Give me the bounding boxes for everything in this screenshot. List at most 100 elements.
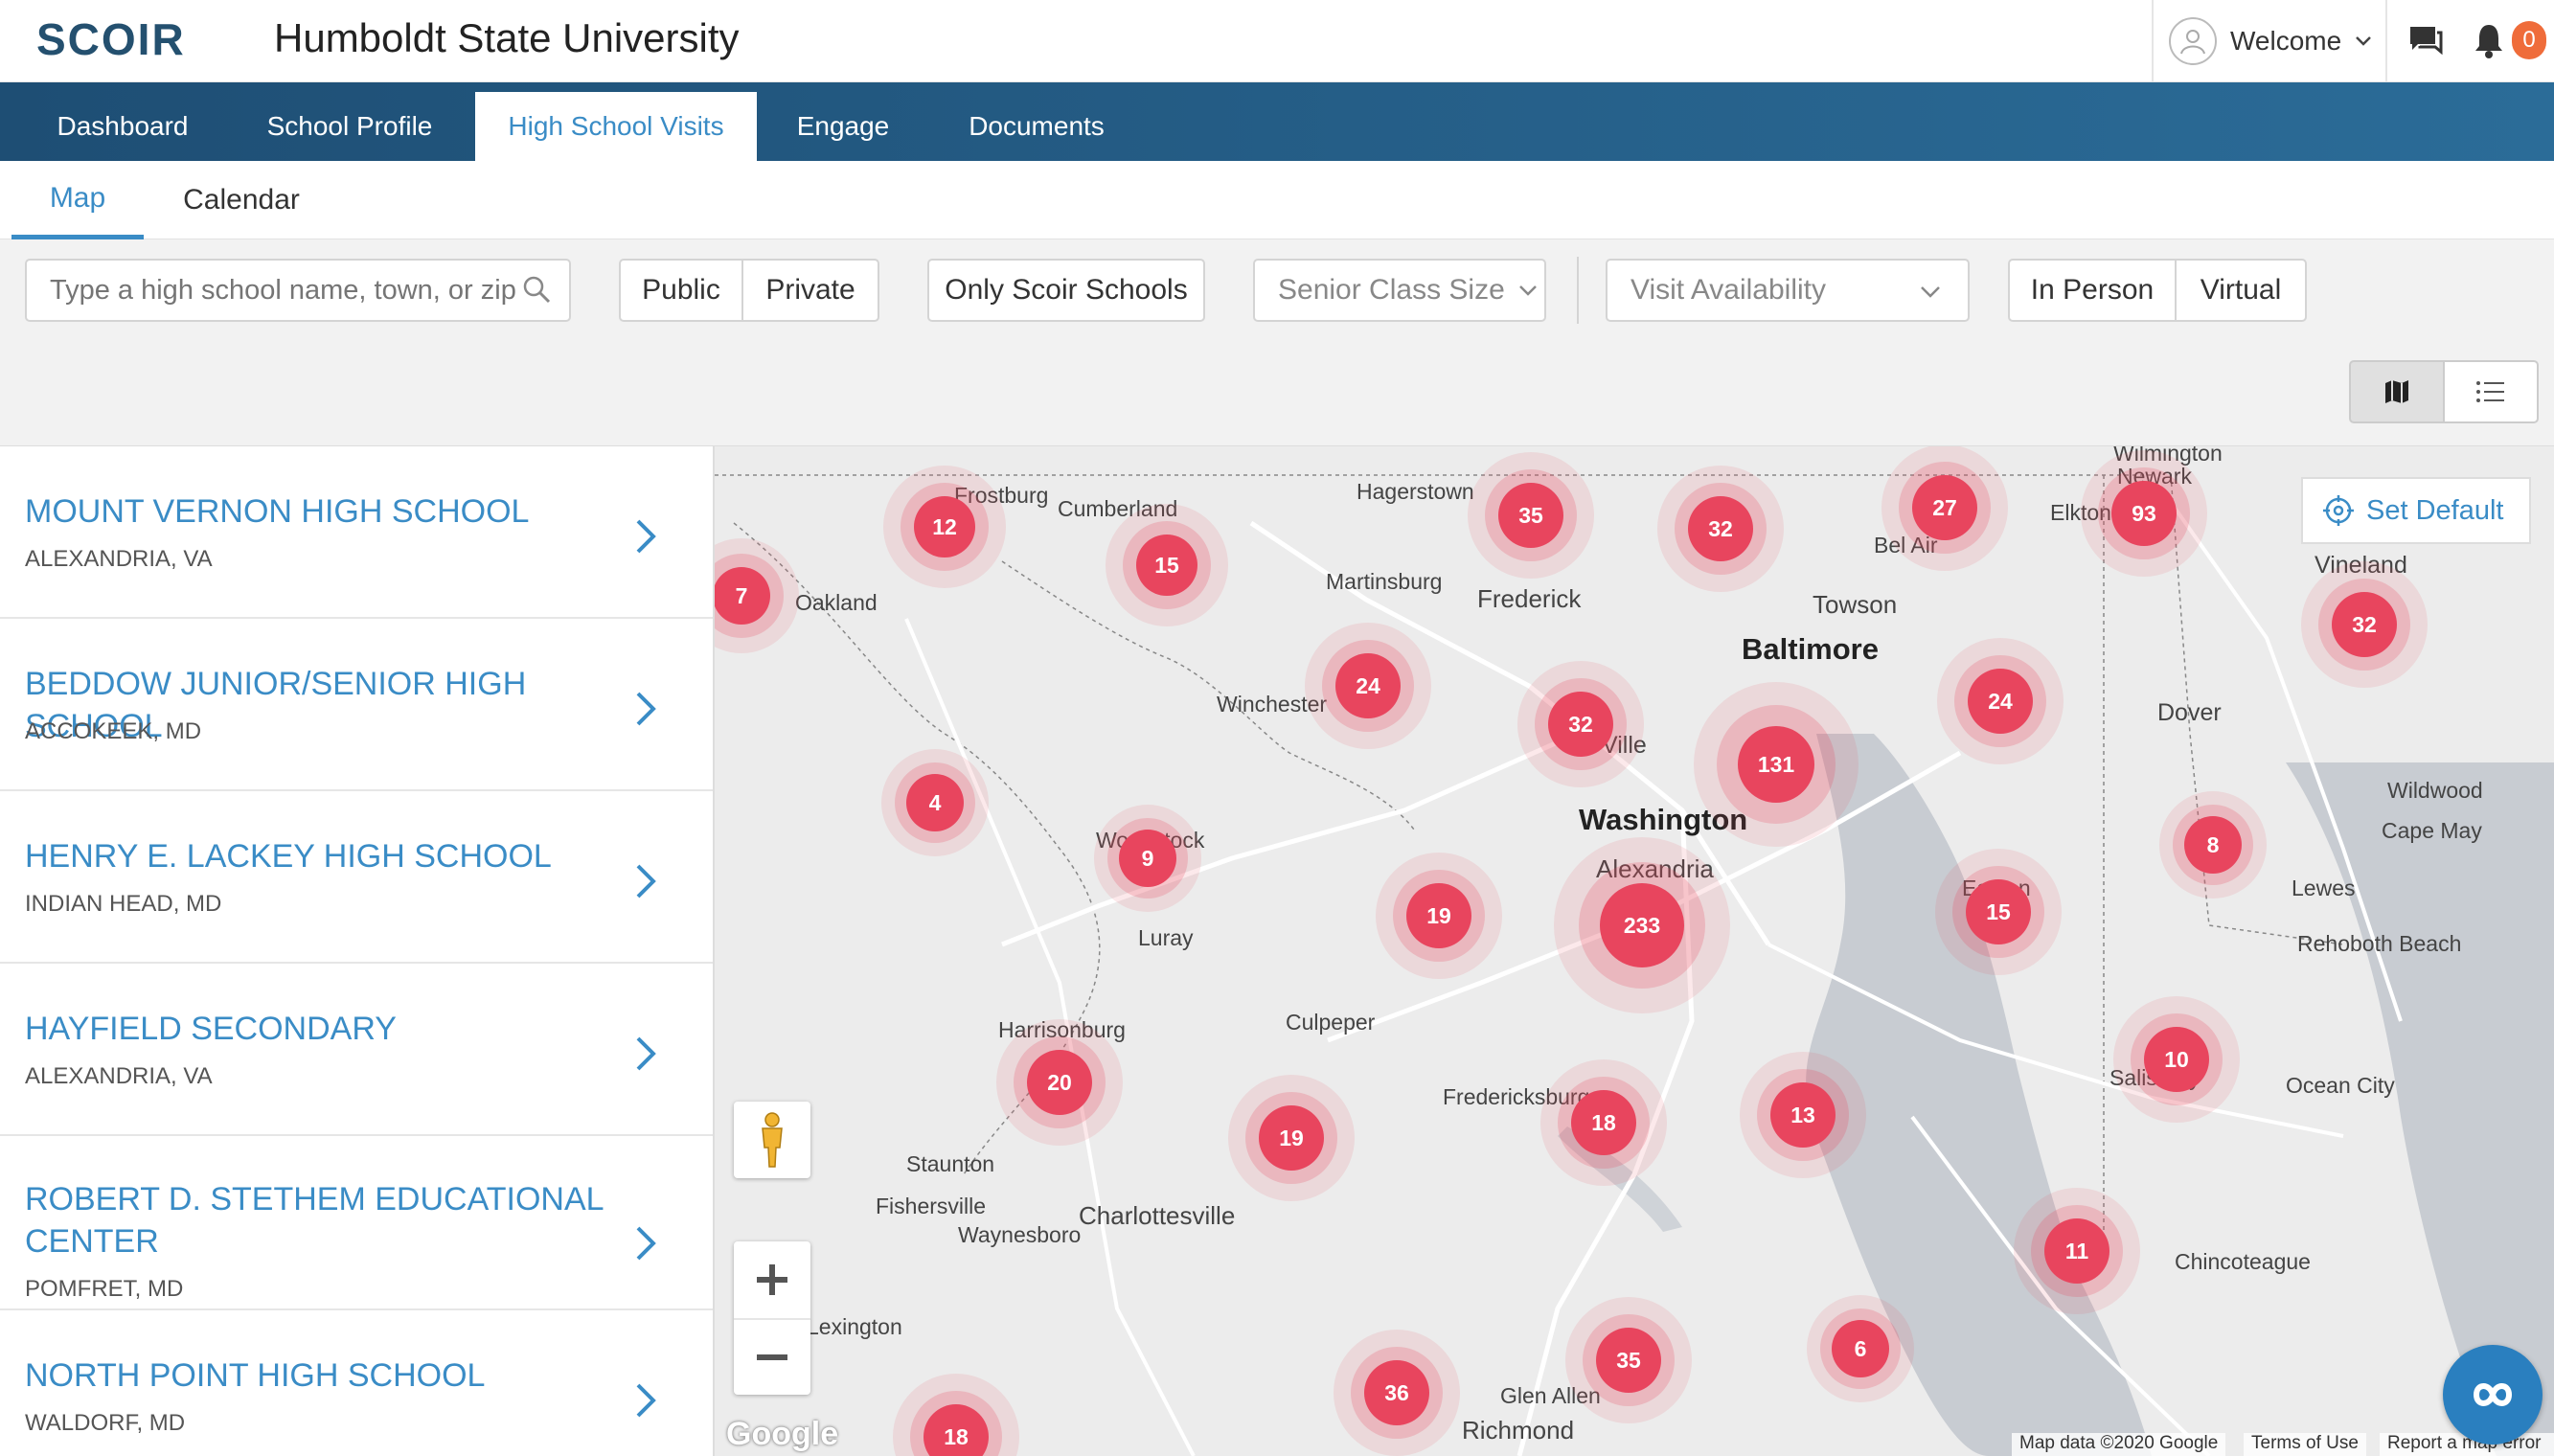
visit-availability-label: Visit Availability (1630, 274, 1826, 306)
cluster-count: 233 (1600, 883, 1684, 967)
city-label: Dover (2157, 699, 2222, 726)
cluster-count: 35 (1596, 1328, 1661, 1393)
city-label: Oakland (795, 590, 878, 615)
city-label: Wilmington (2113, 446, 2223, 466)
map-view-toggle[interactable] (2349, 360, 2445, 423)
header-divider (2385, 0, 2387, 82)
set-default-button[interactable]: Set Default (2301, 477, 2531, 544)
city-label: Frostburg (954, 483, 1049, 508)
school-name[interactable]: ROBERT D. STETHEM EDUCATIONAL CENTER (25, 1181, 604, 1260)
school-location: ACCOKEEK, MD (25, 718, 202, 744)
cluster-count: 7 (715, 567, 770, 625)
chat-widget-button[interactable] (2443, 1345, 2543, 1445)
cluster-count: 12 (914, 496, 975, 557)
zoom-in-button[interactable] (734, 1241, 810, 1318)
city-label: Bel Air (1874, 533, 1938, 557)
search-icon[interactable] (521, 274, 552, 305)
cluster-count: 32 (1688, 496, 1753, 561)
only-scoir-schools-button[interactable]: Only Scoir Schools (927, 259, 1205, 322)
chevron-right-icon[interactable] (634, 1381, 657, 1420)
school-name[interactable]: BEDDOW JUNIOR/SENIOR HIGH SCHOOL (25, 666, 527, 744)
city-label: Richmond (1462, 1416, 1575, 1445)
list-item[interactable]: BEDDOW JUNIOR/SENIOR HIGH SCHOOL ACCOKEE… (0, 619, 713, 791)
cluster-count: 32 (1548, 692, 1613, 757)
cluster-count: 24 (1968, 669, 2033, 734)
welcome-menu[interactable]: Welcome (2169, 0, 2387, 82)
tab-calendar[interactable]: Calendar (183, 184, 300, 216)
school-name[interactable]: MOUNT VERNON HIGH SCHOOL (25, 493, 530, 530)
header-divider (2152, 0, 2154, 82)
tab-dashboard[interactable]: Dashboard (57, 111, 189, 141)
senior-class-size-label: Senior Class Size (1278, 274, 1505, 306)
filter-bar: Public Private Only Scoir Schools Senior… (0, 239, 2554, 446)
city-label: Chincoteague (2175, 1249, 2311, 1274)
chevron-right-icon[interactable] (634, 1035, 657, 1073)
city-label: Waynesboro (958, 1222, 1082, 1247)
chevron-right-icon[interactable] (634, 862, 657, 900)
cluster-count: 32 (2332, 592, 2397, 657)
cluster-count: 35 (1498, 483, 1563, 548)
cluster-count: 19 (1406, 883, 1471, 948)
city-label: Winchester (1217, 692, 1328, 717)
school-name[interactable]: NORTH POINT HIGH SCHOOL (25, 1357, 486, 1394)
list-item[interactable]: HENRY E. LACKEY HIGH SCHOOL INDIAN HEAD,… (0, 791, 713, 964)
cluster-count: 131 (1738, 726, 1814, 803)
tab-engage[interactable]: Engage (796, 111, 890, 141)
cluster-count: 18 (924, 1404, 989, 1456)
street-view-pegman[interactable] (734, 1102, 810, 1178)
cluster-count: 20 (1027, 1050, 1092, 1115)
school-location: ALEXANDRIA, VA (25, 546, 213, 572)
map-canvas[interactable]: Hagerstown Cumberland Oakland Martinsbur… (715, 446, 2554, 1456)
city-label: Baltimore (1742, 632, 1879, 666)
city-label: Ocean City (2286, 1073, 2395, 1098)
senior-class-size-dropdown[interactable]: Senior Class Size (1253, 259, 1546, 322)
top-header: SCOIR Humboldt State University Welcome … (0, 0, 2554, 82)
zoom-out-button[interactable] (734, 1318, 810, 1395)
list-item[interactable]: HAYFIELD SECONDARY ALEXANDRIA, VA (0, 964, 713, 1136)
city-label: Lexington (807, 1314, 902, 1339)
google-logo: Google (726, 1416, 839, 1452)
messages-icon[interactable] (2406, 21, 2445, 64)
map-icon (2385, 380, 2408, 403)
cluster-count: 19 (1259, 1105, 1324, 1171)
city-label: Wildwood (2387, 778, 2483, 803)
school-location: ALEXANDRIA, VA (25, 1063, 213, 1089)
chevron-right-icon[interactable] (634, 1224, 657, 1263)
school-location: WALDORF, MD (25, 1410, 186, 1436)
city-label: Frederick (1477, 584, 1582, 613)
cluster-count: 36 (1364, 1360, 1429, 1425)
tab-school-profile[interactable]: School Profile (266, 111, 433, 141)
city-label: Cumberland (1058, 496, 1178, 521)
terms-link[interactable]: Terms of Use (2244, 1433, 2366, 1456)
city-label: Cape May (2382, 818, 2482, 843)
school-name[interactable]: HENRY E. LACKEY HIGH SCHOOL (25, 838, 552, 875)
bell-icon[interactable] (2472, 21, 2506, 64)
cluster-count: 8 (2184, 816, 2242, 874)
city-label: Luray (1138, 925, 1194, 950)
visit-availability-dropdown[interactable]: Visit Availability (1606, 259, 1970, 322)
cluster-count: 18 (1571, 1090, 1636, 1155)
school-name[interactable]: HAYFIELD SECONDARY (25, 1011, 397, 1047)
in-person-filter-button[interactable]: In Person (2008, 259, 2177, 322)
tab-high-school-visits[interactable]: High School Visits (475, 92, 757, 161)
school-search-input[interactable] (25, 259, 571, 322)
chevron-down-icon (1518, 285, 1537, 296)
school-location: INDIAN HEAD, MD (25, 891, 222, 917)
private-filter-button[interactable]: Private (741, 259, 879, 322)
city-label: Culpeper (1286, 1010, 1376, 1035)
tab-map[interactable]: Map (11, 161, 144, 239)
filter-divider (1577, 257, 1579, 324)
scoir-logo[interactable]: SCOIR (36, 14, 186, 64)
infinity-icon (2473, 1383, 2513, 1406)
list-item[interactable]: ROBERT D. STETHEM EDUCATIONAL CENTER POM… (0, 1136, 713, 1310)
list-item[interactable]: NORTH POINT HIGH SCHOOL WALDORF, MD (0, 1310, 713, 1456)
chevron-right-icon[interactable] (634, 690, 657, 728)
list-view-toggle[interactable] (2443, 360, 2539, 423)
crosshair-icon (2323, 495, 2354, 526)
chevron-right-icon[interactable] (634, 517, 657, 556)
public-filter-button[interactable]: Public (619, 259, 743, 322)
tab-documents[interactable]: Documents (969, 111, 1105, 141)
city-label: Alexandria (1596, 854, 1714, 883)
list-item[interactable]: MOUNT VERNON HIGH SCHOOL ALEXANDRIA, VA (0, 446, 713, 619)
virtual-filter-button[interactable]: Virtual (2175, 259, 2307, 322)
